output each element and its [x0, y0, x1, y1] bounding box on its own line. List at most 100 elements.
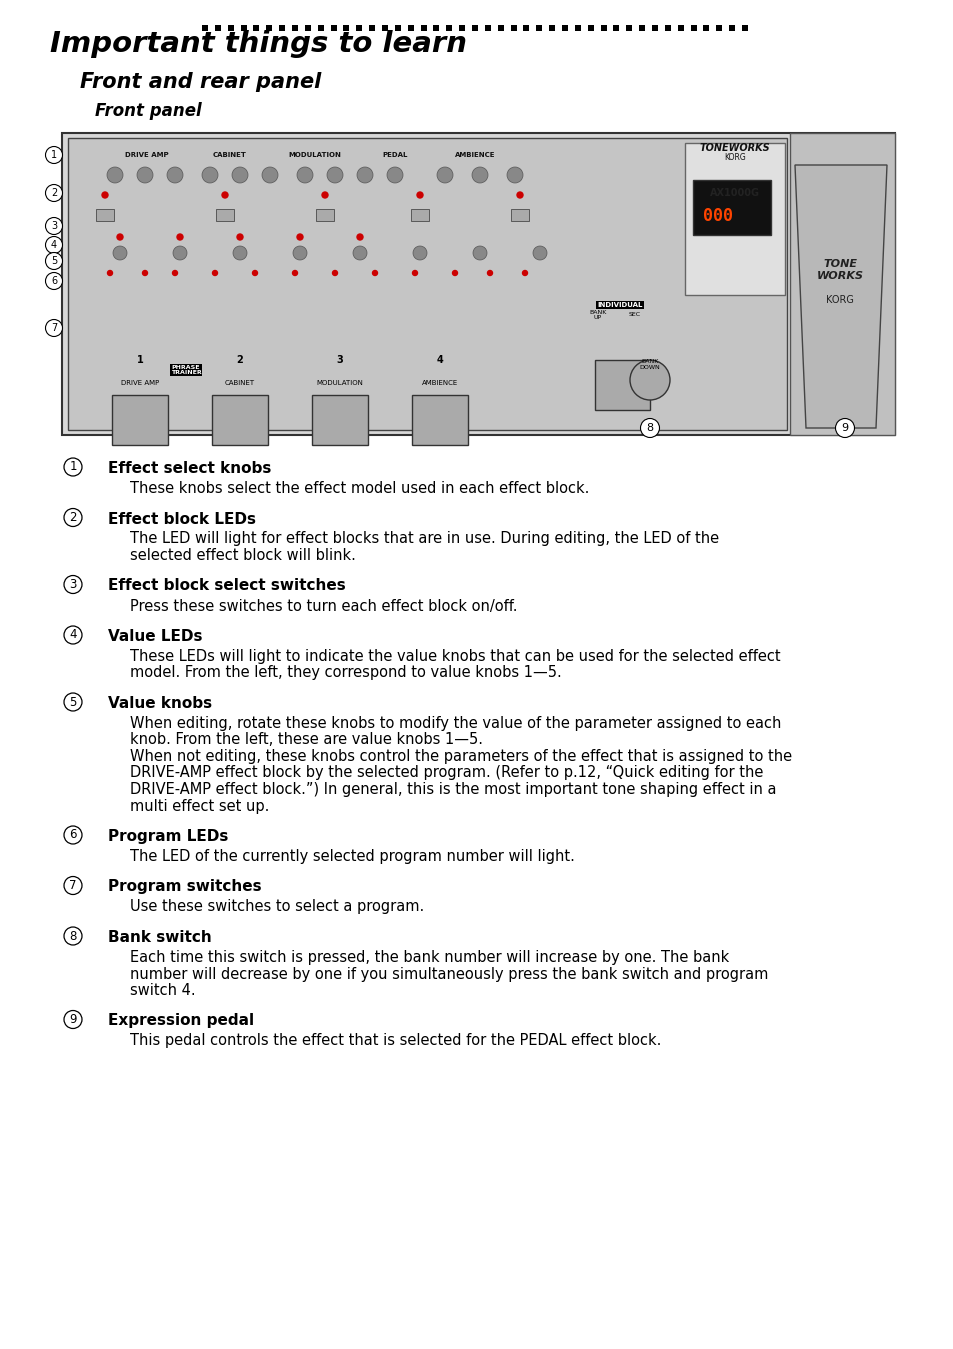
Circle shape [64, 459, 82, 476]
Circle shape [172, 246, 187, 260]
Text: Effect select knobs: Effect select knobs [108, 461, 271, 476]
Circle shape [487, 271, 492, 275]
Circle shape [629, 360, 669, 401]
Text: These LEDs will light to indicate the value knobs that can be used for the selec: These LEDs will light to indicate the va… [130, 649, 780, 664]
Text: The LED of the currently selected program number will light.: The LED of the currently selected progra… [130, 849, 575, 863]
Text: 3: 3 [70, 577, 76, 591]
Circle shape [262, 167, 277, 183]
Circle shape [202, 167, 218, 183]
Polygon shape [794, 165, 886, 428]
Text: 5: 5 [51, 256, 57, 266]
Bar [511, 209, 529, 221]
Circle shape [232, 167, 248, 183]
Text: Important things to learn: Important things to learn [50, 30, 467, 58]
Text: Bank switch: Bank switch [108, 929, 212, 946]
Text: DRIVE AMP: DRIVE AMP [121, 380, 159, 386]
Circle shape [167, 167, 183, 183]
Text: selected effect block will blink.: selected effect block will blink. [130, 548, 355, 563]
Text: PHRASE
TRAINER: PHRASE TRAINER [171, 364, 201, 375]
Text: Value LEDs: Value LEDs [108, 629, 202, 643]
Text: 7: 7 [70, 880, 76, 892]
Circle shape [102, 192, 108, 198]
Text: KORG: KORG [825, 295, 853, 305]
Circle shape [387, 167, 402, 183]
Circle shape [452, 271, 457, 275]
Bar [62, 134, 894, 434]
Text: PEDAL: PEDAL [382, 152, 407, 158]
Text: AMBIENCE: AMBIENCE [455, 152, 495, 158]
Circle shape [46, 147, 63, 163]
Circle shape [46, 252, 63, 270]
Circle shape [112, 246, 127, 260]
Circle shape [64, 1010, 82, 1028]
Circle shape [327, 167, 343, 183]
Circle shape [293, 271, 297, 275]
Text: CABINET: CABINET [213, 152, 247, 158]
Bar [789, 134, 894, 434]
Text: Each time this switch is pressed, the bank number will increase by one. The bank: Each time this switch is pressed, the ba… [130, 950, 728, 965]
Bar [112, 395, 168, 445]
Text: 1: 1 [136, 355, 143, 366]
Circle shape [233, 246, 247, 260]
Text: BANK
UP: BANK UP [589, 310, 606, 321]
Circle shape [835, 418, 854, 437]
Text: These knobs select the effect model used in each effect block.: These knobs select the effect model used… [130, 482, 589, 496]
Circle shape [296, 167, 313, 183]
Text: SEC: SEC [628, 313, 640, 317]
Text: MODULATION: MODULATION [316, 380, 363, 386]
Bar [215, 209, 233, 221]
Circle shape [322, 192, 328, 198]
Bar [96, 209, 113, 221]
Circle shape [172, 271, 177, 275]
Text: Effect block LEDs: Effect block LEDs [108, 511, 255, 526]
Bar [411, 209, 429, 221]
Circle shape [64, 576, 82, 594]
Text: Program switches: Program switches [108, 880, 261, 894]
Circle shape [372, 271, 377, 275]
Circle shape [533, 246, 546, 260]
Circle shape [213, 271, 217, 275]
Text: 3: 3 [51, 221, 57, 231]
Text: Front and rear panel: Front and rear panel [80, 71, 321, 92]
Text: 2: 2 [236, 355, 243, 366]
Circle shape [64, 626, 82, 643]
Text: 9: 9 [841, 424, 847, 433]
Circle shape [473, 246, 486, 260]
Circle shape [46, 236, 63, 254]
Text: 2: 2 [70, 511, 76, 523]
Text: DRIVE-AMP effect block by the selected program. (Refer to p.12, “Quick editing f: DRIVE-AMP effect block by the selected p… [130, 765, 762, 781]
Text: DRIVE AMP: DRIVE AMP [125, 152, 169, 158]
Text: knob. From the left, these are value knobs 1—5.: knob. From the left, these are value kno… [130, 733, 482, 747]
Text: 2: 2 [51, 188, 57, 198]
Circle shape [353, 246, 367, 260]
Text: number will decrease by one if you simultaneously press the bank switch and prog: number will decrease by one if you simul… [130, 966, 767, 982]
Bar [212, 395, 268, 445]
Text: Expression pedal: Expression pedal [108, 1013, 253, 1028]
Text: Effect block select switches: Effect block select switches [108, 579, 345, 594]
Text: The LED will light for effect blocks that are in use. During editing, the LED of: The LED will light for effect blocks tha… [130, 532, 719, 546]
Circle shape [46, 320, 63, 336]
Circle shape [64, 927, 82, 946]
Bar [684, 143, 784, 295]
Text: MODULATION: MODULATION [288, 152, 341, 158]
Text: KORG: KORG [723, 152, 745, 162]
Circle shape [356, 233, 363, 240]
Text: When not editing, these knobs control the parameters of the effect that is assig: When not editing, these knobs control th… [130, 749, 791, 764]
Circle shape [639, 418, 659, 437]
Text: 6: 6 [70, 828, 76, 842]
Text: Value knobs: Value knobs [108, 696, 212, 711]
Text: model. From the left, they correspond to value knobs 1—5.: model. From the left, they correspond to… [130, 665, 561, 680]
Text: 4: 4 [51, 240, 57, 250]
Circle shape [64, 826, 82, 844]
Bar [595, 360, 649, 410]
Text: AMBIENCE: AMBIENCE [421, 380, 457, 386]
Circle shape [46, 272, 63, 290]
Text: multi effect set up.: multi effect set up. [130, 799, 269, 813]
Bar [412, 395, 468, 445]
Text: 3: 3 [336, 355, 343, 366]
Circle shape [117, 233, 123, 240]
Circle shape [64, 509, 82, 526]
Circle shape [517, 192, 522, 198]
Circle shape [522, 271, 527, 275]
Text: 8: 8 [646, 424, 653, 433]
